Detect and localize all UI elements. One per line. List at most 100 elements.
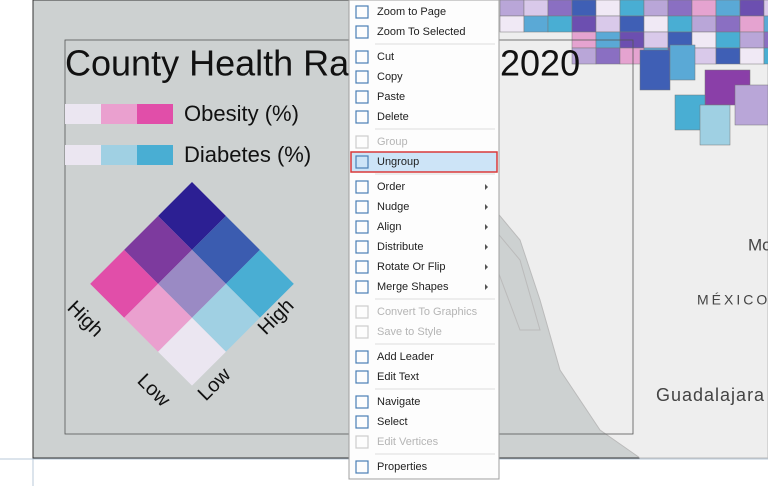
grid-cell [158, 182, 226, 250]
bivariate-grid [90, 182, 294, 386]
menu-icon [355, 435, 369, 449]
legend-title: 2020 [500, 43, 580, 84]
menu-item: Save to Style [377, 326, 442, 338]
menu-icon [355, 135, 369, 149]
county [643, 0, 669, 17]
menu-icon [355, 240, 369, 254]
county [571, 0, 597, 17]
menu-item[interactable]: Copy [377, 71, 403, 83]
county [499, 15, 525, 33]
county [595, 15, 621, 33]
map-label: Guadalajara [656, 385, 765, 405]
menu-item[interactable]: Delete [377, 111, 409, 123]
submenu-arrow [485, 224, 488, 230]
county [739, 31, 765, 49]
county [739, 47, 765, 65]
menu-icon [355, 5, 369, 19]
county [763, 0, 768, 17]
county [669, 44, 696, 81]
county [639, 49, 671, 91]
legend-swatch [137, 145, 173, 165]
legend-swatch [101, 104, 137, 124]
legend-swatch [65, 145, 101, 165]
menu-item[interactable]: Properties [377, 461, 428, 473]
legend-label: Obesity (%) [184, 101, 299, 126]
menu-panel [348, 0, 500, 480]
county [734, 84, 768, 126]
menu-item: Convert To Graphics [377, 306, 478, 318]
county [619, 0, 645, 17]
menu-icon [355, 370, 369, 384]
submenu-arrow [485, 204, 488, 210]
county [763, 15, 768, 33]
menu-icon [355, 110, 369, 124]
map-label: Mo [748, 235, 768, 254]
county [547, 0, 573, 17]
menu-icon [355, 305, 369, 319]
county [667, 15, 693, 33]
county [691, 47, 717, 65]
county [523, 0, 549, 17]
menu-item[interactable]: Distribute [377, 241, 423, 253]
county [715, 31, 741, 49]
menu-icon [355, 395, 369, 409]
submenu-arrow [485, 244, 488, 250]
menu-icon [355, 50, 369, 64]
county [523, 15, 549, 33]
legend-label: Diabetes (%) [184, 142, 311, 167]
county [595, 47, 621, 65]
county [739, 15, 765, 33]
menu-item[interactable]: Paste [377, 91, 405, 103]
county [667, 0, 693, 17]
counties [499, 0, 768, 146]
menu-icon [355, 25, 369, 39]
menu-icon [355, 325, 369, 339]
county [499, 0, 525, 17]
menu-icon [355, 280, 369, 294]
submenu-arrow [485, 264, 488, 270]
legend-swatch [101, 145, 137, 165]
county [691, 31, 717, 49]
county [643, 15, 669, 33]
menu-icon [355, 70, 369, 84]
menu-item[interactable]: Zoom to Page [377, 6, 446, 18]
legend-swatch [137, 104, 173, 124]
menu-item: Group [377, 136, 408, 148]
grid-cell [158, 317, 226, 386]
county [715, 47, 741, 65]
menu-item[interactable]: Add Leader [377, 351, 434, 363]
legend-title: County Health Ra [65, 43, 350, 84]
legend-swatch [65, 104, 101, 124]
menu-item[interactable]: Zoom To Selected [377, 26, 465, 38]
menu-icon [355, 260, 369, 274]
submenu-arrow [485, 184, 488, 190]
menu-item[interactable]: Cut [377, 51, 394, 63]
menu-item[interactable]: Navigate [377, 396, 420, 408]
menu-item[interactable]: Merge Shapes [377, 281, 449, 293]
county [763, 47, 768, 65]
county [691, 15, 717, 33]
county [715, 0, 741, 17]
menu-item[interactable]: Nudge [377, 201, 409, 213]
county [763, 31, 768, 49]
menu-icon [355, 350, 369, 364]
menu-item[interactable]: Order [377, 181, 405, 193]
county [619, 15, 645, 33]
menu-icon [355, 220, 369, 234]
county [691, 0, 717, 17]
menu-icon [355, 180, 369, 194]
menu-item[interactable]: Select [377, 416, 408, 428]
submenu-arrow [485, 284, 488, 290]
map-label: MÉXICO [697, 292, 768, 308]
menu-item[interactable]: Rotate Or Flip [377, 261, 445, 273]
county [595, 0, 621, 17]
county [739, 0, 765, 17]
menu-item[interactable]: Edit Text [377, 371, 419, 383]
county [715, 15, 741, 33]
county [547, 15, 573, 33]
menu-item[interactable]: Ungroup [377, 156, 419, 168]
menu-item[interactable]: Align [377, 221, 401, 233]
county [643, 31, 669, 49]
